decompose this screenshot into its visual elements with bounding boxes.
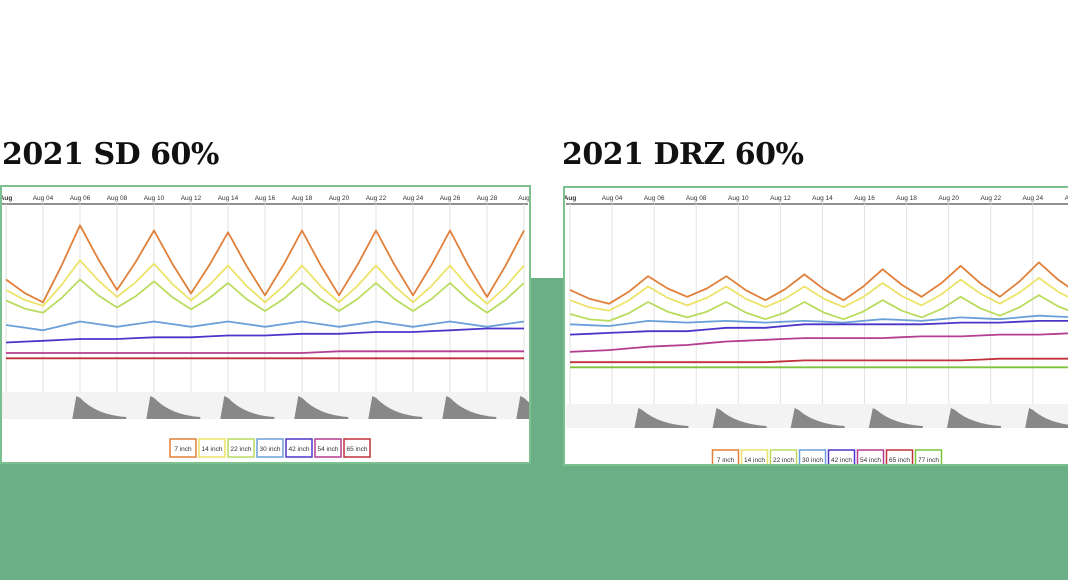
- legend-label: 30 inch: [802, 457, 823, 464]
- legend-label: 22 inch: [773, 457, 794, 464]
- legend-label: 77 inch: [918, 457, 939, 464]
- x-tick-label: Aug: [565, 195, 576, 202]
- x-tick-label: Aug 20: [938, 195, 959, 202]
- series-line-22-inch: [569, 294, 1068, 322]
- irrigation-event-mark: [634, 408, 689, 428]
- legend-item: [769, 449, 798, 464]
- chart-title-left: 2021 SD 60%: [2, 137, 219, 172]
- series-line-30-inch: [569, 314, 1068, 327]
- chart-left-svg: Aug Aug 04 Aug 06 Aug 08 Aug 10 Aug 12 Aug 14 A…: [2, 195, 529, 458]
- legend-label: 30 inch: [260, 446, 281, 453]
- x-tick-label: Aug 26: [440, 195, 461, 202]
- legend-item: [285, 438, 313, 458]
- legend-item: [314, 438, 342, 458]
- legend-item: [740, 449, 769, 464]
- irrigation-event-mark: [294, 396, 349, 419]
- x-tick-label: Aug 26: [1065, 195, 1068, 202]
- x-tick-label: Aug 16: [255, 195, 276, 202]
- x-tick-label: Aug 22: [980, 195, 1001, 202]
- x-tick-label: Aug 10: [144, 195, 165, 202]
- x-tick-label: Aug: [2, 195, 12, 202]
- series-line-54-inch: [6, 350, 524, 354]
- irrigation-event-mark: [1025, 408, 1068, 428]
- legend-item: [343, 438, 371, 458]
- irrigation-event-mark: [368, 396, 423, 419]
- legend-item: [227, 438, 255, 458]
- series-line-14-inch: [569, 277, 1068, 312]
- series-line-7-inch: [5, 224, 525, 304]
- x-tick-label: Aug 12: [181, 195, 202, 202]
- irrigation-event-mark: [790, 408, 845, 428]
- x-tick-label: Aug 04: [33, 195, 54, 202]
- x-tick-label: Aug 06: [644, 195, 665, 202]
- legend-item: [914, 449, 943, 464]
- legend-item: [198, 438, 226, 458]
- x-tick-label: Aug 24: [403, 195, 424, 202]
- legend-label: 14 inch: [744, 457, 765, 464]
- x-tick-label: Aug 04: [602, 195, 623, 202]
- irrigation-event-mark: [516, 396, 529, 419]
- x-tick-label: Aug 22: [366, 195, 387, 202]
- chart-right-svg: Aug Aug 04 Aug 06 Aug 08 Aug 10 Aug 12 Aug 14 A…: [565, 195, 1068, 464]
- x-tick-label: Aug 14: [218, 195, 239, 202]
- legend-item: [169, 438, 197, 458]
- chart-panel-left: Aug Aug 04 Aug 06 Aug 08 Aug 10 Aug 12 Aug 14 A…: [0, 185, 531, 464]
- x-tick-label: Aug 08: [107, 195, 128, 202]
- x-tick-label: Aug 18: [292, 195, 313, 202]
- legend-item: [856, 449, 885, 464]
- series-line-22-inch: [5, 278, 525, 314]
- legend-label: 65 inch: [889, 457, 910, 464]
- irrigation-event-mark: [72, 396, 127, 419]
- x-tick-label: Aug 08: [686, 195, 707, 202]
- legend-item: [256, 438, 284, 458]
- legend-label: 54 inch: [860, 457, 881, 464]
- x-tick-label: Aug 14: [812, 195, 833, 202]
- series-line-42-inch: [569, 320, 1068, 336]
- series-line-30-inch: [5, 320, 525, 332]
- x-tick-label: Aug 20: [329, 195, 350, 202]
- x-tick-label: Aug 06: [70, 195, 91, 202]
- x-tick-label: Aug 24: [1023, 195, 1044, 202]
- x-tick-label: Aug 10: [728, 195, 749, 202]
- irrigation-event-mark: [146, 396, 201, 419]
- series-line-65-inch: [570, 357, 1068, 364]
- irrigation-event-mark: [442, 396, 497, 419]
- background-band-bottom: [0, 462, 1068, 580]
- legend-label: 14 inch: [202, 446, 223, 453]
- irrigation-event-mark: [868, 408, 923, 428]
- series-line-14-inch: [5, 259, 525, 307]
- legend-item: [798, 449, 827, 464]
- legend-item: [711, 449, 740, 464]
- legend-label: 7 inch: [174, 446, 192, 453]
- irrigation-event-mark: [220, 396, 275, 419]
- series-line-7-inch: [569, 261, 1068, 305]
- irrigation-event-mark: [946, 408, 1001, 428]
- series-line-42-inch: [5, 327, 524, 344]
- legend-label: 54 inch: [318, 446, 339, 453]
- legend-label: 42 inch: [831, 457, 852, 464]
- legend-item: [885, 449, 914, 464]
- chart-panel-right: Aug Aug 04 Aug 06 Aug 08 Aug 10 Aug 12 Aug 14 A…: [563, 186, 1068, 466]
- chart-title-right: 2021 DRZ 60%: [562, 137, 804, 172]
- x-tick-label: Aug 16: [854, 195, 875, 202]
- x-tick-label: Aug 12: [770, 195, 791, 202]
- legend-label: 7 inch: [717, 457, 735, 464]
- irrigation-event-mark: [712, 408, 767, 428]
- x-tick-label: Aug: [518, 195, 529, 202]
- legend-label: 42 inch: [289, 446, 310, 453]
- legend-label: 22 inch: [231, 446, 252, 453]
- series-line-54-inch: [569, 332, 1068, 353]
- legend-item: [827, 449, 856, 464]
- legend-label: 65 inch: [347, 446, 368, 453]
- x-tick-label: Aug 18: [896, 195, 917, 202]
- x-tick-label: Aug 28: [477, 195, 498, 202]
